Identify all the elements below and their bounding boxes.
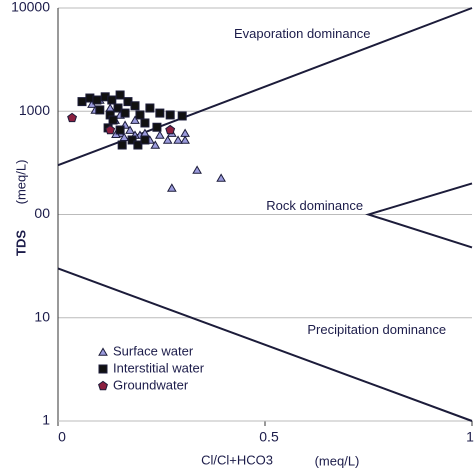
marker [120,108,130,118]
marker [150,140,161,149]
marker [127,135,137,145]
legend-label: Groundwater [113,377,189,392]
x-tick-label: 1 [466,429,474,445]
y-axis-label: TDS [13,230,28,256]
marker [77,97,87,107]
marker [216,173,226,182]
marker [173,135,183,144]
boundary-line [365,182,473,249]
annotation: Precipitation dominance [307,322,446,337]
marker [125,125,135,134]
marker [105,103,116,112]
marker [180,128,190,137]
y-tick-label: 10 [34,308,50,324]
x-axis-label: Cl/Cl+HCO3 [201,452,273,467]
marker [107,95,117,105]
marker [140,118,150,128]
marker [133,140,143,150]
y-tick-label: 10000 [11,0,50,15]
marker [177,111,187,121]
marker [108,115,118,125]
marker [162,135,173,144]
marker [140,135,150,145]
marker [165,124,176,135]
marker [105,124,116,135]
boundary-line [57,267,473,422]
marker [167,183,177,192]
marker [192,165,202,174]
annotation: Rock dominance [266,198,363,213]
marker [145,103,155,113]
marker [117,140,127,150]
marker [92,95,102,105]
marker [135,110,145,120]
marker [113,103,123,113]
annotation: Evaporation dominance [234,26,371,41]
marker [98,364,108,374]
marker [98,380,108,391]
marker [98,347,108,356]
marker [180,135,190,144]
y-axis-unit: (meq/L) [13,160,28,205]
marker [67,112,78,123]
marker [154,130,165,139]
marker [130,115,140,124]
y-tick-label: 00 [34,205,50,221]
marker [155,108,165,118]
x-tick-label: 0 [58,429,66,445]
marker [152,122,162,132]
y-tick-label: 1 [42,412,50,428]
marker [95,105,105,115]
marker [115,125,125,135]
legend-label: Surface water [113,343,194,358]
marker [130,101,140,111]
x-tick-label: 0.5 [259,429,279,445]
x-axis-unit: (meq/L) [315,453,360,468]
y-tick-label: 1000 [19,102,50,118]
marker [115,90,125,100]
marker [165,110,175,120]
legend-label: Interstitial water [113,360,205,375]
